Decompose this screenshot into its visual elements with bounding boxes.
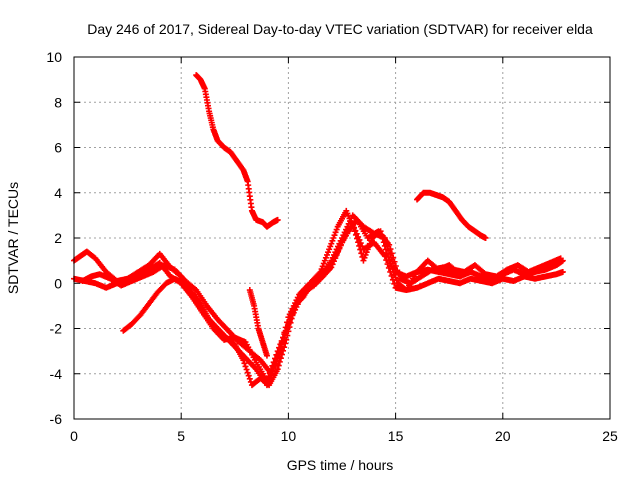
y-tick-label: -6 [50, 411, 63, 427]
data-points [71, 72, 566, 389]
series-track-d [120, 207, 463, 389]
x-tick-label: 5 [177, 428, 185, 444]
x-tick-label: 15 [388, 428, 404, 444]
series-markers [246, 287, 270, 359]
series-markers [414, 189, 489, 241]
x-tick-label: 20 [495, 428, 511, 444]
x-tick-label: 0 [70, 428, 78, 444]
series-track-g [246, 287, 270, 359]
y-tick-label: 0 [54, 275, 62, 291]
y-tick-label: -4 [50, 366, 63, 382]
series-markers [193, 72, 281, 230]
y-tick-label: 8 [54, 94, 62, 110]
x-tick-label: 10 [281, 428, 297, 444]
series-markers [120, 207, 463, 389]
tick-labels: 0 5 10 15 20 25 -6 -4 -2 0 2 4 6 8 10 [46, 49, 618, 444]
y-tick-label: -2 [50, 321, 63, 337]
chart-title: Day 246 of 2017, Sidereal Day-to-day VTE… [87, 21, 593, 37]
x-tick-label: 25 [602, 428, 618, 444]
series-track-f [414, 189, 489, 241]
y-tick-label: 2 [54, 230, 62, 246]
y-tick-label: 6 [54, 140, 62, 156]
y-tick-label: 4 [54, 185, 62, 201]
x-axis-label: GPS time / hours [287, 457, 394, 473]
series-track-e [193, 72, 281, 230]
axis-ticks [73, 56, 611, 420]
grid-lines [74, 57, 610, 419]
y-tick-label: 10 [46, 49, 62, 65]
y-axis-label: SDTVAR / TECUs [5, 182, 21, 294]
